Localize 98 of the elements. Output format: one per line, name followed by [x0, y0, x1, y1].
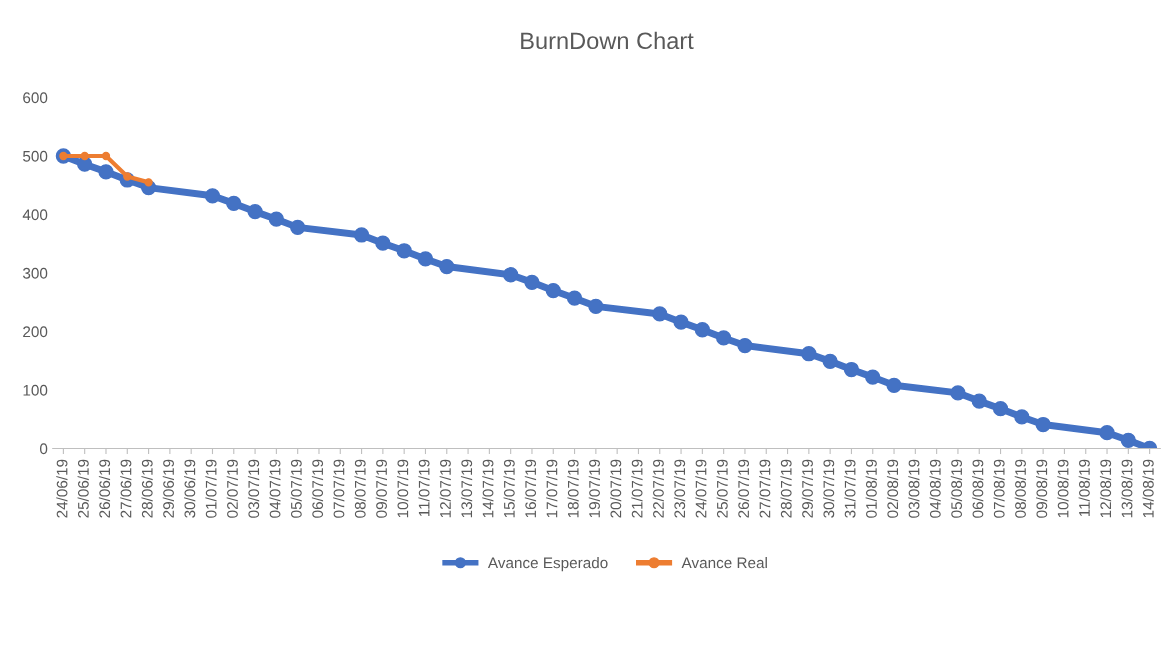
point — [226, 195, 242, 212]
x-tick-label: 04/07/19 — [269, 459, 281, 518]
x-tick-label: 24/07/19 — [695, 459, 707, 518]
point — [545, 282, 561, 299]
x-tick-label: 08/08/19 — [1014, 459, 1026, 518]
x-tick-label: 16/07/19 — [524, 459, 537, 518]
point — [1035, 416, 1051, 433]
x-tick-label: 26/06/19 — [98, 459, 111, 518]
point — [375, 235, 391, 251]
point — [588, 298, 604, 314]
x-tick-label: 19/07/19 — [588, 459, 600, 518]
x-tick-label: 12/08/19 — [1099, 459, 1112, 518]
x-tick-label: 29/06/19 — [162, 459, 174, 518]
legend-label: Avance Real — [681, 557, 767, 569]
x-tick-label: 11/08/19 — [1078, 459, 1090, 517]
x-tick-label: 13/08/19 — [1121, 459, 1133, 518]
point — [822, 353, 838, 369]
point — [80, 151, 89, 161]
x-tick-label: 11/07/19 — [418, 459, 430, 517]
x-tick-label: 27/07/19 — [759, 459, 771, 518]
point — [971, 393, 987, 409]
x-tick-label: 18/07/19 — [567, 459, 579, 518]
point — [694, 322, 710, 338]
x-tick-label: 01/07/19 — [205, 459, 217, 518]
x-tick-label: 28/07/19 — [780, 459, 792, 518]
x-tick-label: 26/07/19 — [737, 459, 750, 518]
point — [247, 203, 263, 220]
point — [290, 219, 306, 236]
y-tick-label: 0 — [39, 443, 48, 455]
y-tick-label: 300 — [22, 267, 48, 279]
x-tick-label: 28/06/19 — [141, 459, 153, 518]
x-tick-label: 05/08/19 — [950, 459, 963, 518]
x-tick-label: 14/08/19 — [1142, 459, 1154, 518]
x-tick-label: 31/07/19 — [844, 459, 856, 518]
x-tick-label: 22/07/19 — [652, 459, 664, 518]
point — [1099, 425, 1115, 441]
x-tick-label: 07/08/19 — [993, 459, 1005, 518]
x-tick-label: 09/07/19 — [375, 459, 387, 518]
x-tick-label: 21/07/19 — [631, 459, 643, 518]
x-tick-label: 06/08/19 — [972, 459, 984, 518]
x-tick-label: 03/08/19 — [908, 459, 920, 518]
point — [144, 178, 153, 187]
x-tick-label: 12/07/19 — [439, 459, 451, 518]
point — [101, 151, 111, 161]
point — [950, 385, 966, 401]
x-tick-label: 05/07/19 — [290, 459, 302, 518]
point — [1120, 432, 1136, 448]
point — [1014, 409, 1030, 425]
point — [737, 337, 753, 354]
x-tick-label: 14/07/19 — [482, 459, 494, 518]
point — [268, 211, 285, 227]
x-tick-label: 09/08/19 — [1036, 459, 1048, 518]
point — [886, 377, 902, 393]
y-tick-label: 400 — [22, 209, 48, 221]
x-tick-label: 25/06/19 — [77, 459, 89, 518]
x-tick-label: 10/08/19 — [1057, 459, 1069, 518]
point — [865, 369, 881, 385]
x-tick-label: 02/08/19 — [886, 459, 899, 518]
point — [417, 251, 434, 267]
point — [992, 401, 1009, 417]
x-tick-label: 02/07/19 — [226, 459, 238, 518]
y-tick-label: 600 — [23, 92, 48, 104]
point — [801, 346, 817, 362]
point — [652, 306, 668, 322]
x-tick-label: 23/07/19 — [673, 459, 686, 518]
x-tick-label: 08/07/19 — [354, 459, 366, 518]
x-tick-label: 03/07/19 — [247, 459, 260, 518]
x-tick-label: 29/07/19 — [801, 459, 813, 518]
point — [98, 164, 114, 180]
chart-title: BurnDown Chart — [521, 31, 694, 50]
point — [716, 330, 732, 346]
legend-label: Avance Esperado — [487, 557, 608, 572]
x-tick-label: 15/07/19 — [503, 459, 515, 518]
x-tick-label: 13/07/19 — [460, 459, 473, 518]
point — [503, 267, 519, 283]
point — [396, 243, 412, 259]
x-tick-label: 17/07/19 — [546, 459, 558, 518]
x-tick-label: 27/06/19 — [120, 459, 132, 518]
point — [204, 188, 221, 204]
x-tick-label: 06/07/19 — [311, 459, 324, 518]
y-tick-label: 200 — [23, 326, 48, 338]
point — [353, 227, 370, 243]
x-tick-label: 30/07/19 — [823, 459, 835, 518]
x-tick-label: 24/06/19 — [56, 459, 68, 518]
x-tick-label: 25/07/19 — [716, 459, 728, 518]
y-tick-label: 100 — [23, 384, 48, 396]
point — [673, 314, 689, 330]
y-tick-label: 500 — [23, 150, 48, 162]
point — [524, 274, 540, 290]
x-tick-label: 30/06/19 — [184, 459, 196, 518]
point — [843, 361, 860, 378]
x-tick-label: 20/07/19 — [610, 459, 622, 518]
point — [439, 258, 455, 275]
point — [566, 290, 583, 306]
x-tick-label: 07/07/19 — [333, 459, 345, 518]
x-tick-label: 04/08/19 — [929, 459, 941, 518]
x-tick-label: 10/07/19 — [397, 459, 409, 518]
x-tick-label: 01/08/19 — [865, 459, 877, 518]
